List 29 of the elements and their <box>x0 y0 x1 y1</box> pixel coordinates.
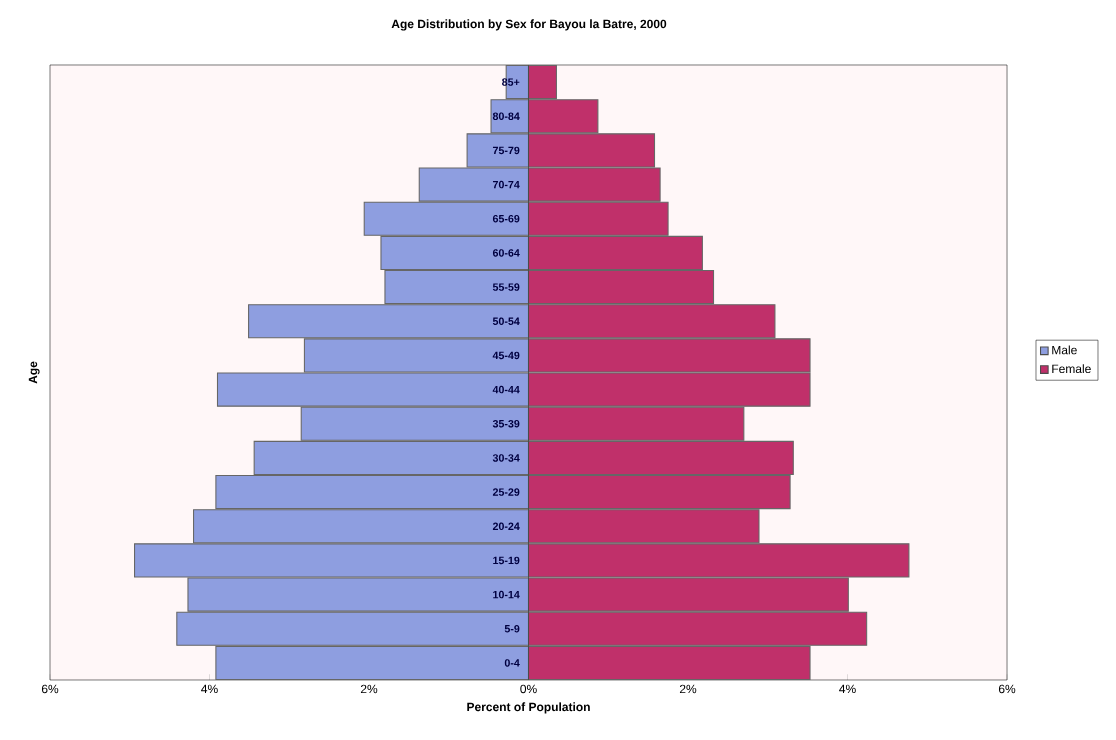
chart-title: Age Distribution by Sex for Bayou la Batre, 2000 <box>391 19 667 31</box>
x-tick-label: 2% <box>679 684 697 694</box>
x-tick-label: 4% <box>201 684 218 694</box>
y-tick-label: 25-29 <box>492 488 520 496</box>
y-tick-label: 45-49 <box>492 351 520 360</box>
x-tick-label: 0% <box>520 684 537 694</box>
y-tick-label: 55-59 <box>492 283 520 291</box>
x-tick-label: 4% <box>839 684 856 694</box>
y-tick-label: 75-79 <box>492 146 520 155</box>
x-axis-title: Percent of Population <box>467 702 590 714</box>
y-tick-label: 5-9 <box>504 624 520 633</box>
y-tick-label: 80-84 <box>492 112 520 121</box>
y-tick-label: 20-24 <box>492 522 520 531</box>
x-tick-label: 2% <box>360 684 378 694</box>
y-tick-label: 15-19 <box>493 556 520 565</box>
legend-label: Female <box>1052 364 1091 374</box>
y-tick-label: 30-34 <box>492 454 520 462</box>
y-tick-label: 40-44 <box>492 385 520 394</box>
legend-label: Male <box>1052 345 1077 355</box>
y-tick-label: 70-74 <box>492 180 520 189</box>
x-tick-label: 6% <box>998 684 1016 694</box>
y-tick-label: 65-69 <box>492 214 520 223</box>
x-tick-label: 6% <box>41 684 59 694</box>
y-tick-label: 0-4 <box>504 659 520 667</box>
y-tick-label: 60-64 <box>492 249 520 257</box>
y-tick-label: 35-39 <box>492 419 520 428</box>
y-axis-title: Age <box>28 361 40 384</box>
y-tick-label: 10-14 <box>493 590 520 599</box>
y-tick-label: 50-54 <box>492 317 520 326</box>
